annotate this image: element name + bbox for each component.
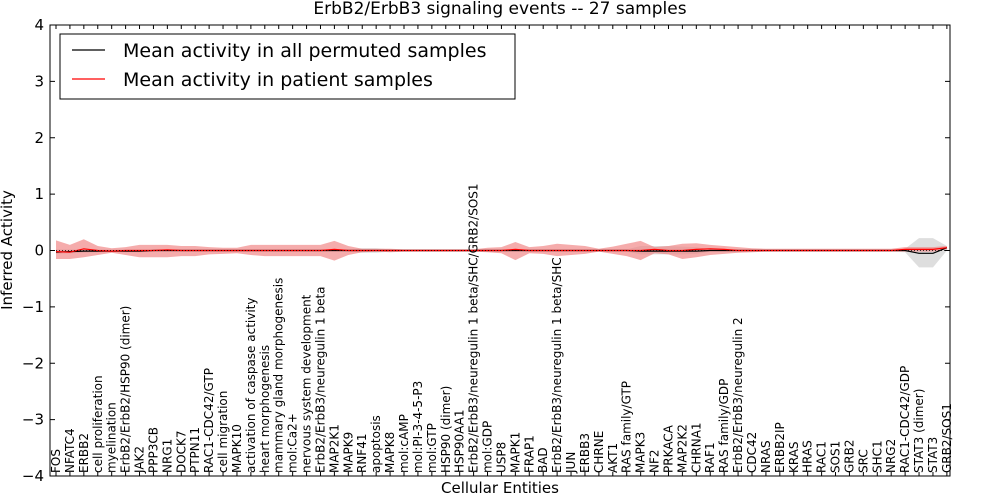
x-tick-label: JUN xyxy=(564,452,578,474)
x-tick-label: USP8 xyxy=(494,442,508,473)
y-tick-label: −2 xyxy=(22,354,44,372)
line-patient xyxy=(55,247,947,253)
x-tick-label: STAT3 xyxy=(926,437,940,473)
x-tick-label: BAD xyxy=(536,447,550,473)
x-tick-label: ERBB2 xyxy=(77,433,91,473)
x-tick-label: KRAS xyxy=(787,441,801,473)
x-tick-label: HRAS xyxy=(801,440,815,473)
x-tick-label: MAPK8 xyxy=(383,432,397,473)
series-lines xyxy=(50,247,950,254)
x-tick-label: MAP2K1 xyxy=(327,424,341,473)
x-tick-label: heart morphogenesis xyxy=(258,345,272,473)
x-tick-label: SOS1 xyxy=(829,441,843,473)
x-tick-label: FOS xyxy=(49,449,63,473)
x-tick-label: RAF1 xyxy=(703,442,717,473)
x-tick-label: cell proliferation xyxy=(91,375,105,473)
y-tick-label: 2 xyxy=(34,129,44,147)
y-tick-label: −4 xyxy=(22,467,44,485)
x-tick-label: ErbB2/ErbB3/neuregulin 2 xyxy=(731,317,745,473)
x-tick-label: NRAS xyxy=(759,440,773,473)
x-tick-label: NFATC4 xyxy=(63,428,77,473)
x-tick-label: SRC xyxy=(856,449,870,473)
x-tick-label: HSP90AA1 xyxy=(453,409,467,473)
x-tick-label: RNF41 xyxy=(355,434,369,474)
x-tick-label: mammary gland morphogenesis xyxy=(272,278,286,473)
y-tick-label: −1 xyxy=(22,298,44,316)
chart-title: ErbB2/ErbB3 signaling events -- 27 sampl… xyxy=(313,0,686,19)
x-tick-label: NRG1 xyxy=(160,439,174,473)
x-tick-label: cell migration xyxy=(216,391,230,473)
x-tick-label: AKT1 xyxy=(606,443,620,473)
x-tick-label: STAT3 (dimer) xyxy=(912,389,926,473)
x-tick-label: PPP3CB xyxy=(146,427,160,473)
x-tick-label: MAPK1 xyxy=(508,432,522,473)
plot-frame xyxy=(49,24,951,477)
x-tick-label: ERBB2IP xyxy=(773,422,787,473)
x-tick-label: DOCK7 xyxy=(174,430,188,473)
x-tick-label: ErbB2/ErbB3/neuregulin 1 beta/SHC xyxy=(550,257,564,473)
y-tick-label: 1 xyxy=(34,185,44,203)
x-tick-label: mol:PI-3-4-5-P3 xyxy=(411,381,425,473)
x-tick-label: GRB2 xyxy=(842,439,856,473)
x-tick-label: activation of caspase activity xyxy=(244,298,258,473)
x-tick-label: RAC1-CDC42/GDP xyxy=(898,366,912,473)
legend-label-permuted: Mean activity in all permuted samples xyxy=(123,40,486,62)
y-tick-label: −3 xyxy=(22,411,44,429)
x-tick-label: ErbB2/ErbB3/neuregulin 1 beta/SHC/GRB2/S… xyxy=(467,183,481,473)
y-tick-label: 3 xyxy=(34,72,44,90)
x-tick-label: RAC1-CDC42/GTP xyxy=(202,368,216,473)
legend-box xyxy=(59,33,516,100)
legend: Mean activity in all permuted samples Me… xyxy=(59,33,516,100)
x-axis-label: Cellular Entities xyxy=(441,479,559,497)
x-tick-label: NF2 xyxy=(648,449,662,473)
x-tick-label: MAP2K2 xyxy=(675,424,689,473)
x-tick-label: CDC42 xyxy=(745,432,759,473)
x-tick-label: PRKACA xyxy=(661,424,675,473)
y-tick-label: 4 xyxy=(34,16,44,34)
x-tick-label: RAS family/GDP xyxy=(717,379,731,473)
x-tick-label: JAK2 xyxy=(133,446,147,474)
x-tick-label: ErbB2/ErbB3/neuregulin 1 beta xyxy=(313,286,327,473)
x-tick-label: GRB2/SOS1 xyxy=(940,403,954,473)
legend-label-patient: Mean activity in patient samples xyxy=(123,69,433,91)
x-tick-label: SHC1 xyxy=(870,440,884,473)
x-tick-label: MAPK9 xyxy=(341,432,355,473)
x-tick-label: HSP90 (dimer) xyxy=(439,386,453,473)
x-tick-label: CHRNA1 xyxy=(689,422,703,473)
x-tick-label: ERBB3 xyxy=(578,433,592,473)
x-tick-label: RAC1 xyxy=(815,441,829,473)
axis-ticks: −4 −3 −2 −1 0 1 2 3 4 FOS NFATC4 ERBB2 cell prolifer… xyxy=(22,16,954,485)
y-axis-label: Inferred Activity xyxy=(0,190,16,310)
confidence-bands xyxy=(56,238,947,268)
x-tick-label: mol:Ca2+ xyxy=(286,413,300,473)
x-tick-label: MAPK3 xyxy=(634,432,648,473)
x-tick-label: NRG2 xyxy=(884,439,898,473)
x-tick-label: nervous system development xyxy=(300,294,314,473)
x-tick-label: apoptosis xyxy=(369,415,383,473)
x-tick-label: FRAP1 xyxy=(522,435,536,473)
y-tick-label: 0 xyxy=(34,242,44,260)
x-tick-label: mol:GDP xyxy=(481,421,495,473)
x-tick-label: MAPK10 xyxy=(230,424,244,473)
x-tick-label: mol:GTP xyxy=(425,423,439,473)
x-tick-label: PTPN11 xyxy=(188,427,202,473)
x-tick-label: CHRNE xyxy=(592,431,606,473)
x-tick-label: RAS family/GTP xyxy=(620,381,634,473)
x-tick-label: ErbB2/ErbB2/HSP90 (dimer) xyxy=(119,306,133,473)
x-tick-label: myelination xyxy=(105,402,119,473)
x-tick-label: mol:cAMP xyxy=(397,414,411,473)
